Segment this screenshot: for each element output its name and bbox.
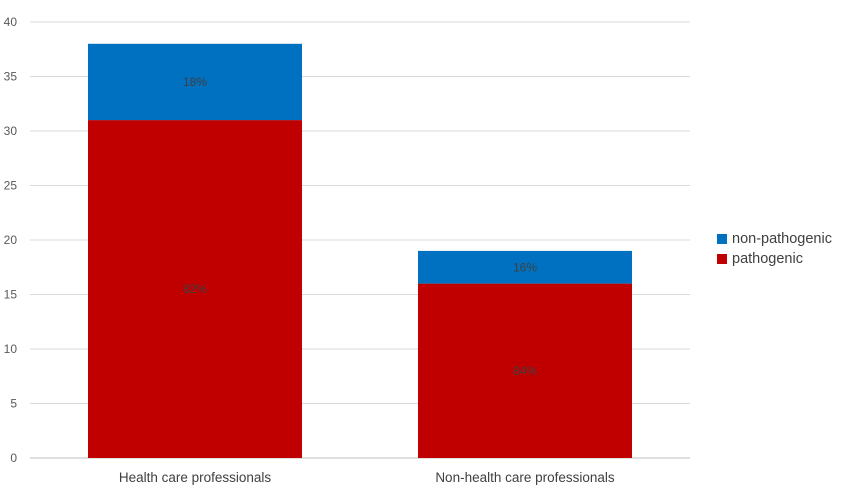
- y-tick-label: 0: [10, 451, 17, 465]
- bar-pathogenic: [88, 120, 302, 458]
- data-label: 82%: [183, 282, 207, 296]
- y-tick-label: 35: [4, 70, 18, 84]
- data-label: 16%: [513, 260, 537, 274]
- legend-label-pathogenic: pathogenic: [732, 251, 803, 267]
- y-tick-label: 5: [10, 397, 17, 411]
- x-category-label: Non-health care professionals: [435, 470, 615, 485]
- legend-item-pathogenic: pathogenic: [717, 249, 832, 269]
- x-category-label: Health care professionals: [119, 470, 272, 485]
- legend-item-non-pathogenic: non-pathogenic: [717, 229, 832, 249]
- y-tick-label: 15: [4, 288, 18, 302]
- y-tick-label: 30: [4, 124, 18, 138]
- data-label: 84%: [513, 364, 537, 378]
- data-label: 18%: [183, 75, 207, 89]
- y-tick-label: 10: [4, 342, 18, 356]
- legend-label-non-pathogenic: non-pathogenic: [732, 231, 832, 247]
- legend-swatch-non-pathogenic: [717, 234, 727, 244]
- stacked-bar-chart: 0 5 10 15 20 25 30 35 40 82% 18% Health care profes…: [4, 15, 690, 485]
- y-tick-label: 40: [4, 15, 18, 29]
- bar-non-pathogenic: [88, 43, 302, 121]
- bar-pathogenic: [418, 283, 632, 458]
- bar-non-pathogenic: [418, 250, 632, 284]
- legend-swatch-pathogenic: [717, 254, 727, 264]
- y-tick-label: 20: [4, 233, 18, 247]
- y-tick-label: 25: [4, 179, 18, 193]
- legend: non-pathogenic pathogenic: [717, 229, 832, 269]
